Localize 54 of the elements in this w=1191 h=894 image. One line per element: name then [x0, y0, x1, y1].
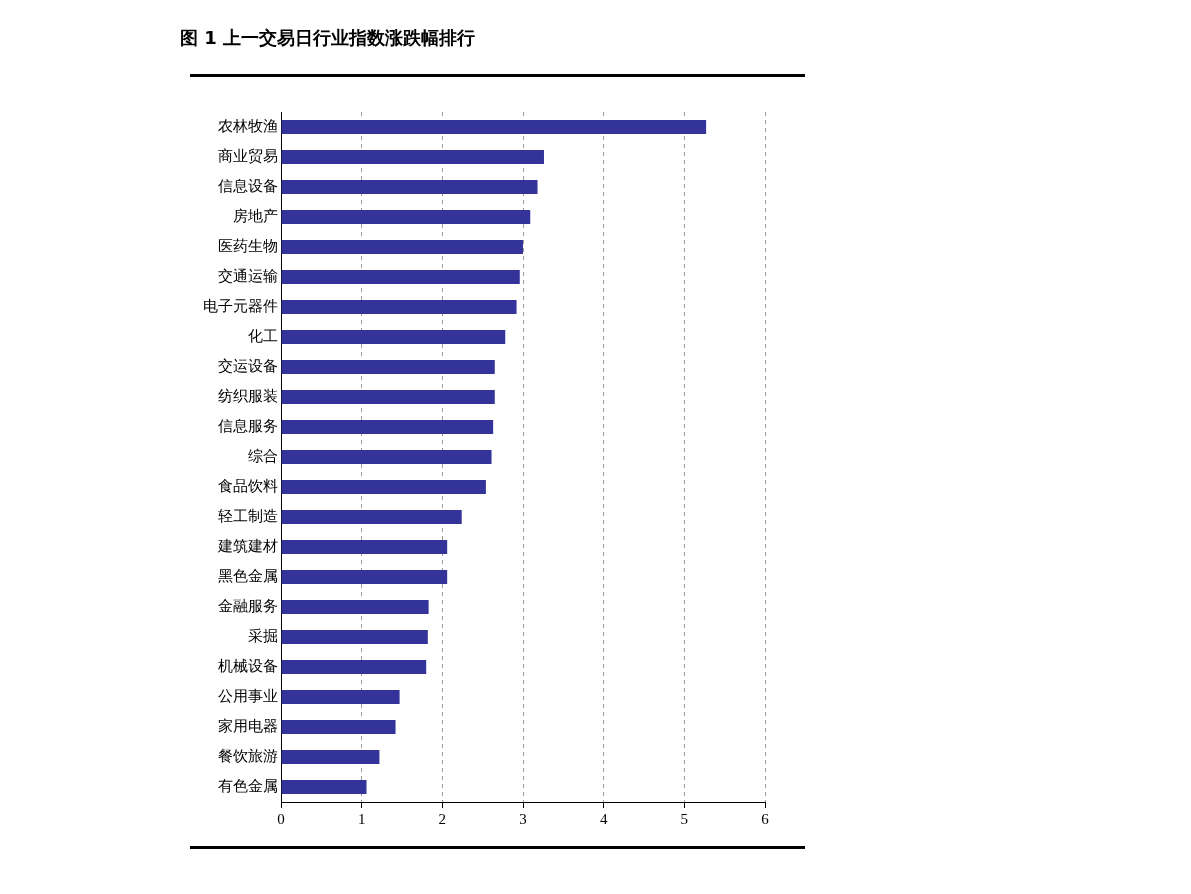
x-tick-label: 0 [277, 810, 285, 827]
y-tick-label: 商业贸易 [218, 146, 278, 165]
bar [281, 389, 495, 405]
y-tick-label: 信息服务 [218, 416, 278, 435]
bar [281, 659, 427, 675]
x-tick-label: 3 [519, 810, 527, 827]
x-tick-label: 4 [599, 810, 608, 827]
bar [281, 569, 448, 585]
bar [281, 299, 517, 315]
bar [281, 539, 448, 555]
y-tick-label: 机械设备 [218, 656, 278, 675]
bar [281, 239, 523, 255]
bar [281, 599, 429, 615]
bar [281, 329, 506, 345]
y-tick-label: 交通运输 [218, 266, 278, 285]
y-tick-label: 餐饮旅游 [218, 746, 278, 765]
y-tick-label: 化工 [248, 326, 278, 345]
bar [281, 359, 495, 375]
y-tick-label: 综合 [248, 446, 278, 465]
y-tick-label: 农林牧渔 [218, 116, 278, 135]
bar [281, 449, 492, 465]
bar [281, 419, 494, 435]
x-tick-label: 5 [680, 810, 689, 827]
y-tick-label: 房地产 [233, 206, 278, 225]
y-tick-label: 医药生物 [218, 236, 278, 255]
bar [281, 149, 544, 165]
y-tick-label: 信息设备 [218, 176, 278, 195]
y-tick-label: 纺织服装 [218, 386, 278, 405]
y-tick-label: 金融服务 [218, 596, 278, 615]
y-tick-label: 轻工制造 [218, 506, 278, 525]
x-tick-label: 6 [761, 810, 770, 827]
bar [281, 269, 520, 285]
bar [281, 509, 462, 525]
x-tick-label: 2 [438, 810, 447, 827]
bar [281, 749, 380, 765]
bar [281, 479, 486, 495]
bar [281, 119, 707, 135]
bar [281, 179, 538, 195]
y-tick-label: 交运设备 [218, 356, 278, 375]
x-tick-label: 1 [357, 810, 366, 827]
y-tick-label: 公用事业 [218, 686, 278, 705]
y-tick-label: 有色金属 [218, 776, 278, 795]
bar [281, 719, 396, 735]
y-tick-label: 黑色金属 [218, 566, 278, 585]
y-tick-label: 建筑建材 [217, 536, 278, 555]
y-tick-label: 电子元器件 [203, 296, 278, 315]
y-tick-label: 采掘 [248, 626, 278, 645]
bar [281, 209, 531, 225]
bar [281, 629, 428, 645]
y-tick-label: 食品饮料 [218, 476, 278, 495]
bar [281, 779, 367, 795]
y-tick-label: 家用电器 [218, 716, 278, 735]
chart-title: 图 1 上一交易日行业指数涨跌幅排行 [180, 26, 476, 50]
bar [281, 689, 400, 705]
